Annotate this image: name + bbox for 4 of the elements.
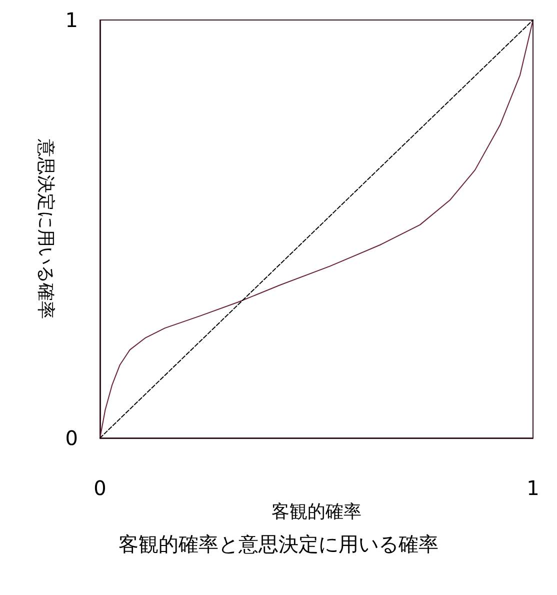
x-axis-title: 客観的確率 bbox=[272, 501, 362, 522]
y-axis-title: 意思決定に用いる確率 bbox=[34, 138, 56, 319]
line-series bbox=[100, 20, 534, 438]
text: 客観的確率と意思決定に用いる確率 bbox=[118, 532, 438, 556]
